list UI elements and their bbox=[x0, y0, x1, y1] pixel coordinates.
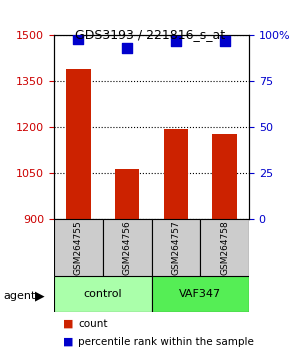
Text: control: control bbox=[83, 289, 122, 299]
FancyBboxPatch shape bbox=[152, 219, 200, 276]
Bar bbox=[164, 129, 188, 354]
FancyBboxPatch shape bbox=[152, 276, 249, 312]
Bar bbox=[212, 133, 237, 354]
Text: VAF347: VAF347 bbox=[179, 289, 221, 299]
Text: GDS3193 / 221816_s_at: GDS3193 / 221816_s_at bbox=[75, 28, 225, 41]
Text: ■: ■ bbox=[63, 319, 74, 329]
Point bbox=[76, 36, 81, 42]
Text: GSM264757: GSM264757 bbox=[171, 221, 180, 275]
FancyBboxPatch shape bbox=[103, 219, 152, 276]
Text: ■: ■ bbox=[63, 337, 74, 347]
Text: GSM264755: GSM264755 bbox=[74, 221, 83, 275]
FancyBboxPatch shape bbox=[54, 219, 103, 276]
Bar bbox=[66, 69, 91, 354]
Text: agent: agent bbox=[3, 291, 35, 301]
Point bbox=[125, 45, 130, 51]
Text: GSM264758: GSM264758 bbox=[220, 221, 229, 275]
Bar bbox=[115, 169, 139, 354]
Point bbox=[173, 38, 178, 44]
FancyBboxPatch shape bbox=[54, 276, 152, 312]
Text: percentile rank within the sample: percentile rank within the sample bbox=[78, 337, 254, 347]
Point bbox=[222, 38, 227, 44]
Text: GSM264756: GSM264756 bbox=[123, 221, 132, 275]
FancyBboxPatch shape bbox=[200, 219, 249, 276]
Text: count: count bbox=[78, 319, 107, 329]
Text: ▶: ▶ bbox=[34, 289, 44, 302]
